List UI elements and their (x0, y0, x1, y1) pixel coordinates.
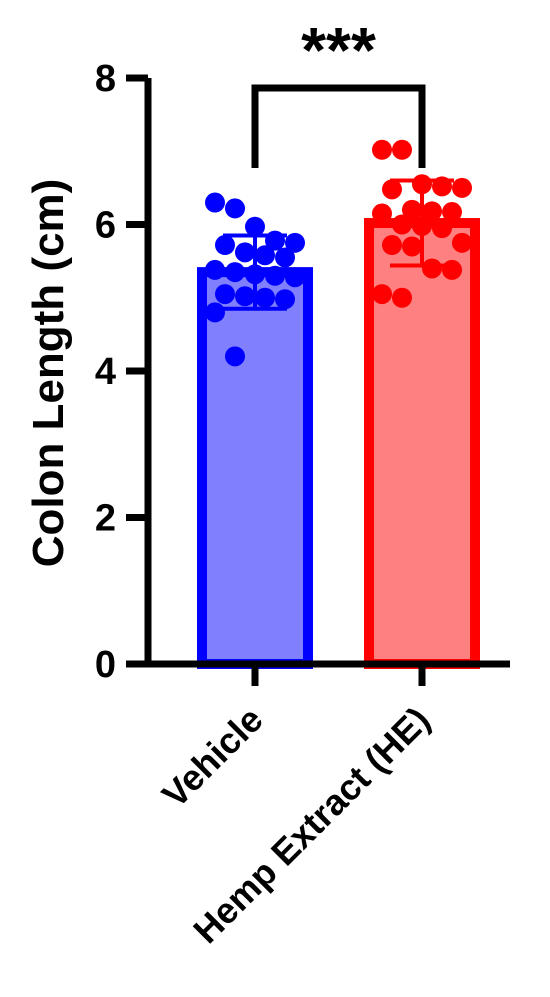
data-point-0-7 (255, 245, 275, 266)
x-category-label-0: Vehicle (154, 699, 271, 816)
data-point-1-11 (412, 215, 432, 236)
data-point-0-19 (225, 346, 245, 367)
significance-bracket (251, 84, 426, 168)
data-point-0-10 (225, 262, 245, 283)
data-point-0-1 (225, 198, 245, 219)
data-point-1-5 (382, 179, 402, 200)
data-point-1-17 (442, 259, 462, 280)
bar-0 (197, 267, 313, 669)
data-point-0-13 (285, 267, 305, 288)
data-point-0-15 (235, 286, 255, 307)
data-point-0-2 (245, 216, 265, 237)
data-point-1-14 (382, 235, 402, 256)
data-point-0-17 (275, 289, 295, 310)
points-layer (205, 139, 472, 367)
data-point-1-4 (452, 177, 472, 198)
data-point-1-10 (392, 214, 412, 235)
data-point-0-11 (245, 264, 265, 285)
data-point-0-18 (205, 302, 225, 323)
y-tick-label-2: 4 (95, 351, 116, 393)
data-point-1-8 (442, 202, 462, 223)
data-point-0-3 (265, 230, 285, 251)
data-point-0-12 (265, 265, 285, 286)
data-point-1-6 (402, 199, 422, 220)
data-point-0-4 (285, 232, 305, 253)
data-point-0-6 (235, 242, 255, 263)
data-point-1-18 (372, 284, 392, 305)
data-point-1-0 (372, 139, 392, 160)
data-point-1-9 (372, 203, 392, 224)
data-point-1-13 (452, 232, 472, 253)
significance-layer: *** (251, 14, 426, 168)
y-tick-label-3: 6 (95, 205, 116, 247)
data-point-0-5 (215, 235, 235, 256)
data-point-1-12 (432, 218, 452, 239)
data-point-0-0 (205, 192, 225, 213)
data-point-0-8 (275, 247, 295, 268)
data-point-1-16 (422, 258, 442, 279)
data-point-1-19 (392, 287, 412, 308)
significance-label: *** (301, 14, 376, 86)
y-tick-label-0: 0 (95, 644, 116, 686)
data-point-1-3 (432, 176, 452, 197)
y-tick-label-1: 2 (95, 498, 116, 540)
y-tick-label-4: 8 (95, 58, 116, 100)
data-point-1-7 (422, 201, 442, 222)
data-point-1-2 (412, 174, 432, 195)
data-point-1-1 (392, 139, 412, 160)
data-point-0-14 (215, 284, 235, 305)
data-point-0-16 (255, 287, 275, 308)
data-point-1-15 (402, 236, 422, 257)
data-point-0-9 (205, 259, 225, 280)
y-axis-title: Colon Length (cm) (24, 179, 73, 568)
